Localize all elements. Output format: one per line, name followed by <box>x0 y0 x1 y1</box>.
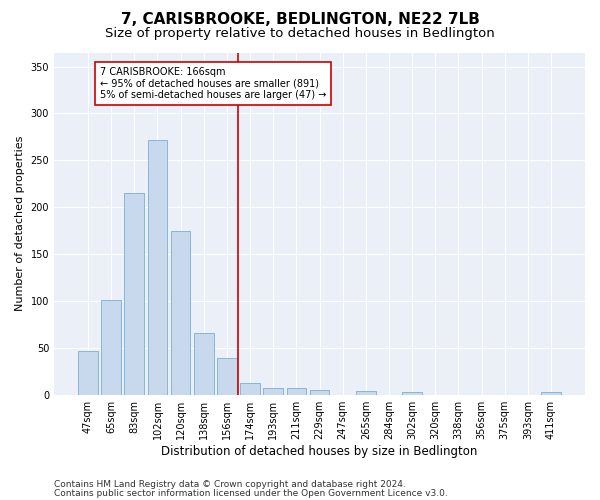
Bar <box>217 358 237 395</box>
X-axis label: Distribution of detached houses by size in Bedlington: Distribution of detached houses by size … <box>161 444 478 458</box>
Text: Contains public sector information licensed under the Open Government Licence v3: Contains public sector information licen… <box>54 490 448 498</box>
Text: 7 CARISBROOKE: 166sqm
← 95% of detached houses are smaller (891)
5% of semi-deta: 7 CARISBROOKE: 166sqm ← 95% of detached … <box>100 66 326 100</box>
Bar <box>124 193 144 394</box>
Text: Contains HM Land Registry data © Crown copyright and database right 2024.: Contains HM Land Registry data © Crown c… <box>54 480 406 489</box>
Text: 7, CARISBROOKE, BEDLINGTON, NE22 7LB: 7, CARISBROOKE, BEDLINGTON, NE22 7LB <box>121 12 479 28</box>
Bar <box>171 230 190 394</box>
Bar <box>541 392 561 394</box>
Bar <box>263 388 283 394</box>
Bar <box>101 300 121 394</box>
Bar <box>194 333 214 394</box>
Bar <box>356 391 376 394</box>
Bar <box>148 140 167 394</box>
Text: Size of property relative to detached houses in Bedlington: Size of property relative to detached ho… <box>105 28 495 40</box>
Bar <box>240 382 260 394</box>
Bar <box>310 390 329 394</box>
Bar <box>402 392 422 394</box>
Bar <box>287 388 306 394</box>
Bar <box>78 350 98 395</box>
Y-axis label: Number of detached properties: Number of detached properties <box>15 136 25 312</box>
